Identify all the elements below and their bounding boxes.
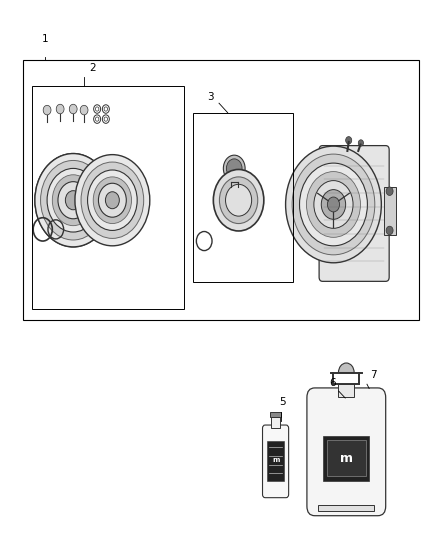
Bar: [193, 113, 293, 282]
Text: 1: 1: [42, 34, 48, 44]
Circle shape: [300, 163, 367, 246]
Circle shape: [327, 197, 339, 212]
Circle shape: [358, 140, 364, 146]
FancyBboxPatch shape: [307, 388, 386, 516]
Bar: [318, 505, 374, 512]
Circle shape: [286, 146, 381, 263]
Circle shape: [35, 154, 112, 247]
Circle shape: [321, 190, 346, 219]
Circle shape: [314, 181, 353, 228]
Circle shape: [65, 191, 81, 210]
Text: m: m: [340, 452, 353, 465]
Bar: [270, 413, 281, 417]
Circle shape: [223, 155, 245, 182]
Circle shape: [43, 106, 51, 115]
Bar: [267, 441, 284, 481]
Circle shape: [41, 160, 106, 240]
Circle shape: [93, 177, 131, 223]
Bar: [271, 417, 280, 428]
FancyBboxPatch shape: [319, 146, 389, 281]
Circle shape: [56, 104, 64, 114]
Circle shape: [292, 154, 375, 255]
FancyBboxPatch shape: [262, 425, 289, 498]
Bar: [32, 86, 184, 309]
Circle shape: [346, 136, 352, 144]
Circle shape: [47, 168, 99, 232]
Text: 6: 6: [329, 378, 336, 388]
Circle shape: [106, 192, 119, 209]
Circle shape: [52, 175, 94, 225]
Circle shape: [81, 162, 144, 238]
Circle shape: [307, 172, 360, 237]
Circle shape: [75, 155, 150, 246]
Circle shape: [213, 169, 264, 231]
Text: 3: 3: [207, 92, 214, 102]
Circle shape: [226, 184, 252, 216]
Circle shape: [88, 170, 137, 230]
Bar: [327, 440, 366, 477]
Bar: [384, 187, 396, 235]
Text: 2: 2: [89, 63, 96, 72]
Circle shape: [386, 187, 393, 196]
Circle shape: [80, 106, 88, 115]
Circle shape: [99, 183, 126, 217]
Circle shape: [69, 104, 77, 114]
Text: 5: 5: [279, 397, 286, 407]
Circle shape: [219, 177, 258, 223]
Circle shape: [386, 226, 393, 235]
Bar: [23, 60, 419, 319]
Circle shape: [226, 159, 242, 178]
Text: 7: 7: [370, 370, 377, 380]
Bar: [339, 384, 354, 398]
Text: m: m: [272, 457, 279, 463]
Bar: [323, 435, 369, 481]
Wedge shape: [339, 363, 354, 373]
Circle shape: [58, 182, 88, 219]
